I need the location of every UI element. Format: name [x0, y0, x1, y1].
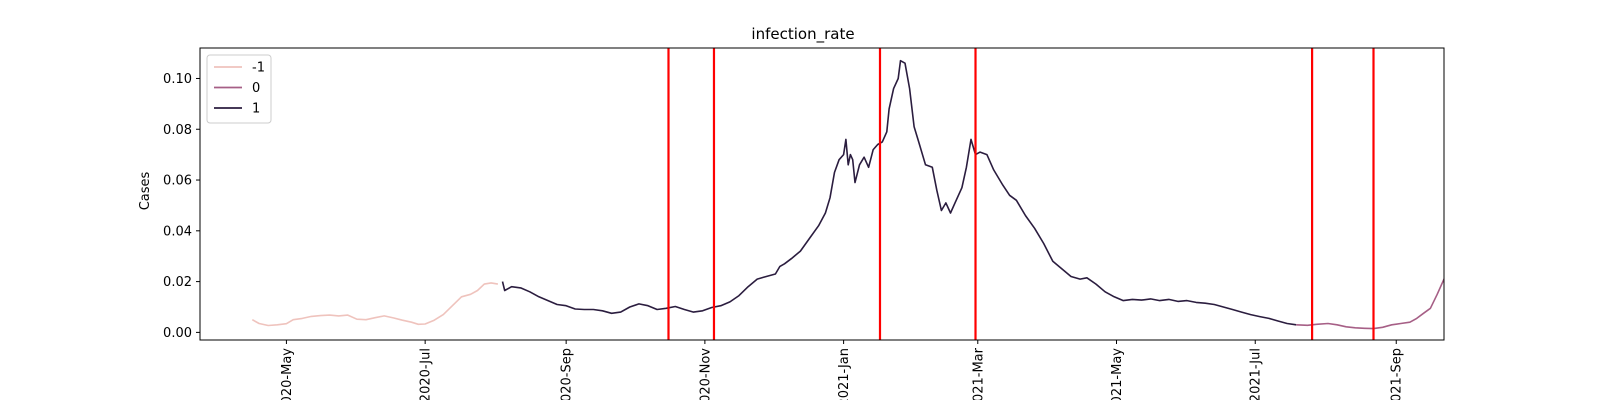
x-tick-label-2: 2020-Sep [560, 348, 575, 400]
x-tick-label-3: 2020-Nov [698, 348, 713, 400]
x-tick-label-8: 2021-Sep [1390, 348, 1405, 400]
legend-label-1: 0 [252, 81, 260, 96]
series-line-0 [251, 282, 499, 327]
y-axis: 0.00 0.02 0.04 0.06 0.08 0.10 [163, 72, 200, 341]
x-tick-label-6: 2021-May [1110, 348, 1125, 400]
legend-label-2: 1 [252, 102, 260, 117]
plot-frame [199, 47, 1445, 341]
series-line-2 [1296, 277, 1444, 330]
chart-title: infection_rate [751, 25, 854, 44]
legend-label-0: -1 [252, 61, 265, 76]
plot-area [251, 48, 1444, 340]
y-tick-label-0: 0.00 [163, 326, 192, 341]
x-tick-label-0: 2020-May [280, 348, 295, 400]
x-tick-label-5: 2021-Mar [971, 347, 986, 400]
y-axis-label: Cases [138, 171, 153, 210]
legend: -1 0 1 [206, 54, 272, 124]
x-tick-label-1: 2020-Jul [419, 348, 434, 400]
y-tick-label-3: 0.06 [163, 174, 192, 189]
y-tick-label-4: 0.08 [163, 123, 192, 138]
x-axis: 2020-May 2020-Jul 2020-Sep 2020-Nov 2021-Jan… [280, 340, 1405, 400]
y-tick-label-1: 0.02 [163, 275, 192, 290]
y-tick-label-5: 0.10 [163, 72, 192, 87]
series-line-1 [501, 59, 1297, 326]
legend-box [206, 54, 272, 124]
x-tick-label-4: 2021-Jan [837, 348, 852, 400]
y-tick-label-2: 0.04 [163, 224, 192, 239]
x-tick-label-7: 2021-Jul [1249, 348, 1264, 400]
